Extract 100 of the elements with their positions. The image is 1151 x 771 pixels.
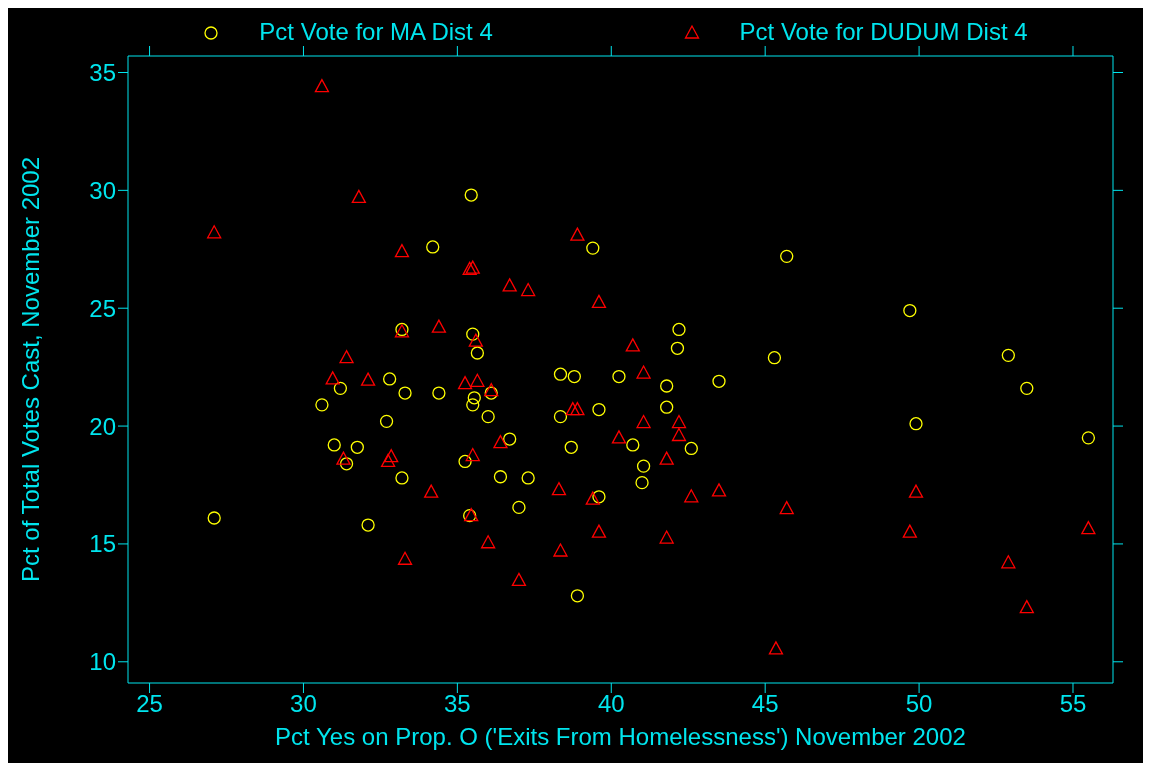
point — [635, 475, 649, 490]
point — [672, 322, 686, 337]
point — [432, 386, 446, 400]
point — [671, 427, 687, 442]
point — [768, 641, 784, 655]
point — [626, 438, 640, 452]
point — [397, 551, 413, 565]
point — [394, 243, 410, 258]
y-tick-label: 35 — [89, 59, 116, 87]
point — [909, 417, 923, 431]
y-tick-label: 10 — [89, 648, 116, 676]
point — [592, 490, 606, 504]
point — [481, 409, 495, 424]
point — [493, 434, 508, 449]
point — [1019, 599, 1034, 614]
point — [521, 471, 535, 485]
point — [1001, 555, 1016, 569]
legend-label: Pct Vote for DUDUM Dist 4 — [739, 18, 1028, 46]
point — [1081, 520, 1096, 535]
point — [466, 327, 480, 341]
point — [339, 457, 354, 471]
point — [327, 438, 341, 452]
point — [564, 440, 578, 454]
point — [350, 440, 364, 454]
point — [470, 373, 485, 387]
point — [464, 188, 478, 202]
point — [502, 278, 517, 292]
point — [591, 294, 607, 308]
point — [1001, 348, 1015, 363]
point — [466, 398, 480, 412]
point — [570, 227, 585, 241]
point — [457, 375, 473, 390]
point — [207, 225, 222, 239]
point — [315, 398, 329, 412]
point — [659, 451, 674, 465]
point — [351, 189, 367, 204]
legend-label: Pct Vote for MA Dist 4 — [259, 18, 493, 46]
point — [339, 350, 354, 364]
point — [424, 484, 439, 498]
x-tick-label: 35 — [444, 690, 471, 718]
point — [684, 489, 699, 503]
point — [565, 401, 580, 416]
point — [384, 449, 399, 463]
point — [586, 241, 600, 255]
point — [779, 500, 794, 515]
x-tick-label: 30 — [290, 690, 317, 718]
point — [567, 369, 581, 384]
x-tick-label: 40 — [597, 690, 625, 718]
point — [465, 447, 480, 462]
x-tick-label: 25 — [136, 690, 163, 718]
point — [480, 535, 496, 549]
point — [207, 511, 221, 525]
point — [625, 338, 640, 352]
x-tick-label: 50 — [905, 690, 933, 718]
point — [512, 500, 526, 515]
x-axis-title: Pct Yes on Prop. O ('Exits From Homelessness') November 2002 — [275, 723, 966, 750]
point — [570, 401, 585, 416]
point — [902, 524, 917, 538]
point — [333, 381, 348, 396]
point — [903, 303, 917, 318]
point — [660, 400, 674, 414]
point — [553, 543, 568, 557]
point — [553, 367, 568, 381]
point — [551, 482, 567, 496]
point — [470, 346, 485, 360]
point — [636, 414, 651, 429]
point — [670, 341, 685, 355]
point — [398, 386, 412, 400]
x-tick-label: 55 — [1059, 690, 1087, 718]
point — [671, 414, 687, 429]
point — [592, 402, 606, 417]
point — [380, 453, 396, 468]
point — [325, 371, 340, 385]
y-axis-title: Pct of Total Votes Cast, November 2002 — [16, 156, 44, 583]
point — [1020, 381, 1034, 396]
point — [314, 78, 330, 93]
point — [612, 369, 626, 384]
point — [382, 372, 397, 386]
point — [684, 441, 698, 456]
y-tick-label: 15 — [89, 530, 116, 558]
point — [360, 372, 376, 386]
point — [585, 491, 600, 505]
point — [767, 351, 782, 365]
x-tick-label: 45 — [751, 690, 779, 718]
point — [1081, 431, 1096, 445]
point — [636, 459, 651, 473]
point — [908, 484, 924, 498]
point — [521, 282, 536, 297]
point — [468, 333, 483, 347]
point — [379, 414, 394, 429]
point — [636, 365, 651, 379]
point — [659, 530, 674, 544]
point — [711, 483, 727, 497]
point — [780, 249, 794, 264]
point — [426, 240, 440, 254]
point — [431, 319, 447, 333]
point — [660, 379, 674, 393]
y-tick-label: 20 — [89, 412, 116, 440]
point — [570, 589, 585, 603]
y-tick-label: 25 — [89, 294, 116, 322]
